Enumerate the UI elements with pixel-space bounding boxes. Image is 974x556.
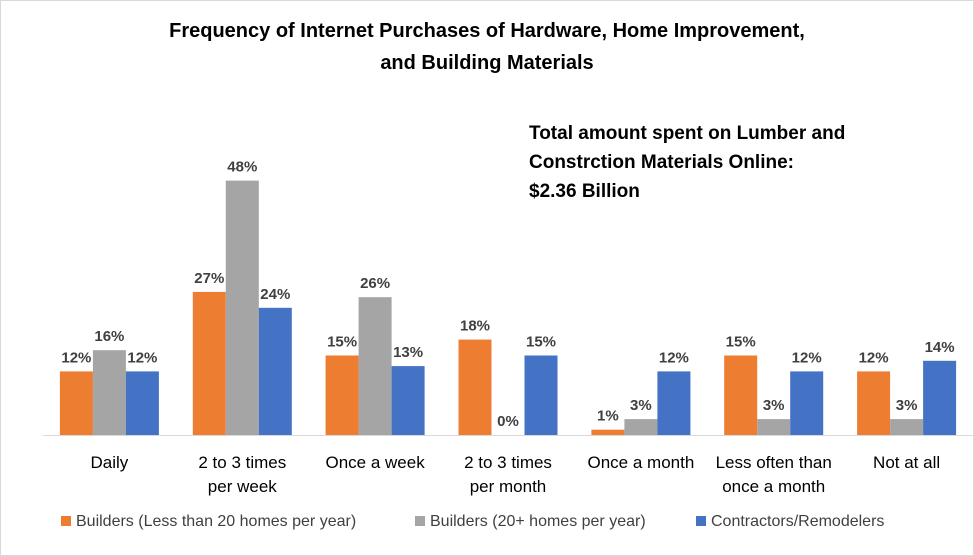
bar-builders-less-than-20-homes-per-year--6 — [857, 371, 891, 435]
legend-label: Builders (Less than 20 homes per year) — [76, 513, 356, 530]
legend-swatch — [415, 516, 425, 526]
data-label: 26% — [360, 275, 390, 292]
x-tick-label: Once a month — [588, 453, 695, 472]
data-label: 15% — [526, 334, 556, 351]
x-tick-label: 2 to 3 times — [464, 453, 552, 472]
data-label: 0% — [497, 413, 519, 430]
bar-contractors-remodelers-1 — [258, 307, 292, 435]
data-label: 13% — [393, 344, 423, 361]
data-label: 3% — [896, 397, 918, 414]
total-spent-annotation-line: Total amount spent on Lumber and — [529, 123, 845, 144]
x-tick-label: Daily — [91, 453, 129, 472]
data-label: 12% — [61, 349, 91, 366]
bar-contractors-remodelers-0 — [125, 371, 159, 435]
x-tick-label: 2 to 3 times — [198, 453, 286, 472]
x-tick-label: per week — [208, 477, 277, 496]
data-label: 48% — [227, 159, 257, 176]
bar-contractors-remodelers-6 — [923, 360, 957, 435]
total-spent-annotation-line: $2.36 Billion — [529, 181, 640, 202]
bar-builders-less-than-20-homes-per-year--2 — [325, 355, 359, 435]
data-label: 12% — [659, 349, 689, 366]
bar-builders-less-than-20-homes-per-year--4 — [591, 429, 625, 435]
bar-builders-20-homes-per-year--5 — [757, 419, 791, 435]
x-tick-label: once a month — [722, 477, 825, 496]
data-label: 14% — [925, 339, 955, 356]
bar-builders-less-than-20-homes-per-year--1 — [192, 291, 226, 435]
bar-builders-20-homes-per-year--2 — [358, 297, 392, 435]
chart-title-line: and Building Materials — [380, 52, 593, 74]
bar-builders-20-homes-per-year--4 — [624, 419, 658, 435]
bar-contractors-remodelers-5 — [790, 371, 824, 435]
x-tick-label: Less often than — [716, 453, 832, 472]
data-label: 3% — [630, 397, 652, 414]
data-label: 12% — [127, 349, 157, 366]
data-label: 1% — [597, 408, 619, 425]
data-label: 3% — [763, 397, 785, 414]
bar-builders-less-than-20-homes-per-year--5 — [724, 355, 758, 435]
x-tick-label: Not at all — [873, 453, 940, 472]
bar-builders-less-than-20-homes-per-year--3 — [458, 339, 492, 435]
bar-builders-less-than-20-homes-per-year--0 — [59, 371, 93, 435]
legend-swatch — [696, 516, 706, 526]
bar-builders-20-homes-per-year--6 — [890, 419, 924, 435]
legend-label: Contractors/Remodelers — [711, 513, 884, 530]
data-label: 15% — [327, 334, 357, 351]
total-spent-annotation-line: Constrction Materials Online: — [529, 152, 794, 173]
legend-label: Builders (20+ homes per year) — [430, 513, 646, 530]
data-label: 27% — [194, 270, 224, 287]
chart-title-line: Frequency of Internet Purchases of Hardw… — [169, 20, 805, 42]
x-tick-label: per month — [470, 477, 547, 496]
bar-builders-20-homes-per-year--0 — [92, 350, 126, 435]
legend-swatch — [61, 516, 71, 526]
bar-contractors-remodelers-4 — [657, 371, 691, 435]
bar-contractors-remodelers-3 — [524, 355, 558, 435]
bar-builders-20-homes-per-year--1 — [225, 180, 259, 435]
x-tick-label: Once a week — [325, 453, 425, 472]
data-label: 15% — [726, 334, 756, 351]
data-label: 12% — [792, 349, 822, 366]
data-label: 16% — [94, 328, 124, 345]
data-label: 18% — [460, 318, 490, 335]
data-label: 12% — [859, 349, 889, 366]
data-label: 24% — [260, 286, 290, 303]
bar-contractors-remodelers-2 — [391, 366, 425, 435]
